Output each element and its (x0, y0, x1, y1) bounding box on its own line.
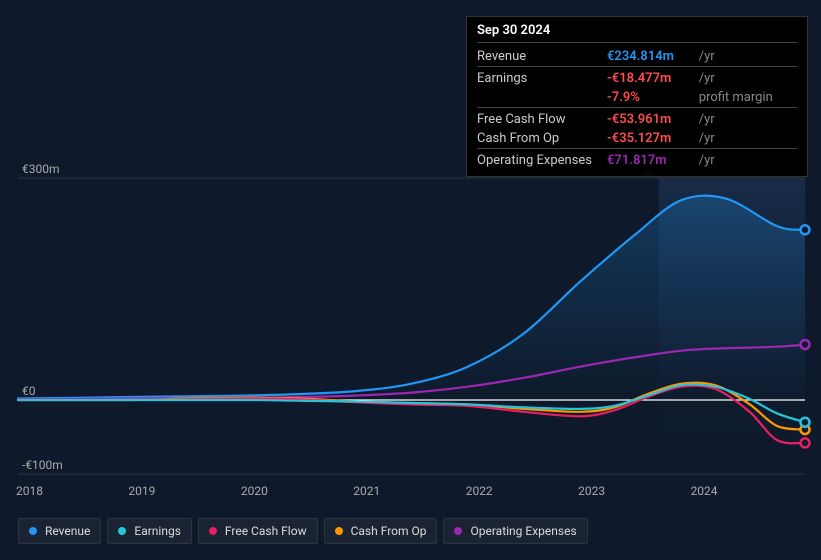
x-axis-label: 2023 (578, 484, 605, 498)
tooltip-row: Earnings-€18.477m/yr (477, 67, 797, 89)
legend-swatch (209, 527, 217, 535)
tooltip-row: Revenue€234.814m/yr (477, 47, 797, 67)
legend-label: Revenue (45, 524, 90, 538)
legend-item-operating-expenses[interactable]: Operating Expenses (443, 518, 587, 544)
legend-swatch (29, 527, 37, 535)
legend-label: Earnings (134, 524, 181, 538)
legend-swatch (335, 527, 343, 535)
x-axis-label: 2024 (691, 484, 718, 498)
legend-label: Operating Expenses (470, 524, 576, 538)
tooltip-title: Sep 30 2024 (477, 23, 797, 43)
tooltip-row: -7.9%profit margin (477, 88, 797, 108)
tooltip-table: Revenue€234.814m/yrEarnings-€18.477m/yr-… (477, 47, 797, 170)
x-axis-label: 2022 (466, 484, 493, 498)
legend-item-cash-from-op[interactable]: Cash From Op (324, 518, 438, 544)
legend-item-revenue[interactable]: Revenue (18, 518, 101, 544)
tooltip-row: Free Cash Flow-€53.961m/yr (477, 108, 797, 130)
x-axis-label: 2020 (241, 484, 268, 498)
legend-item-earnings[interactable]: Earnings (107, 518, 192, 544)
x-axis-label: 2021 (353, 484, 380, 498)
y-axis-label: -€100m (22, 458, 63, 472)
chart-tooltip: Sep 30 2024 Revenue€234.814m/yrEarnings-… (466, 16, 808, 177)
legend-item-free-cash-flow[interactable]: Free Cash Flow (198, 518, 318, 544)
legend-swatch (118, 527, 126, 535)
tooltip-row: Cash From Op-€35.127m/yr (477, 129, 797, 149)
legend-label: Free Cash Flow (225, 524, 307, 538)
legend-swatch (454, 527, 462, 535)
tooltip-row: Operating Expenses€71.817m/yr (477, 149, 797, 171)
legend-label: Cash From Op (351, 524, 427, 538)
x-axis-label: 2019 (128, 484, 155, 498)
y-axis-label: €300m (22, 162, 60, 176)
x-axis-label: 2018 (16, 484, 43, 498)
y-axis-label: €0 (22, 384, 36, 398)
chart-legend: Revenue Earnings Free Cash Flow Cash From O… (18, 518, 588, 544)
